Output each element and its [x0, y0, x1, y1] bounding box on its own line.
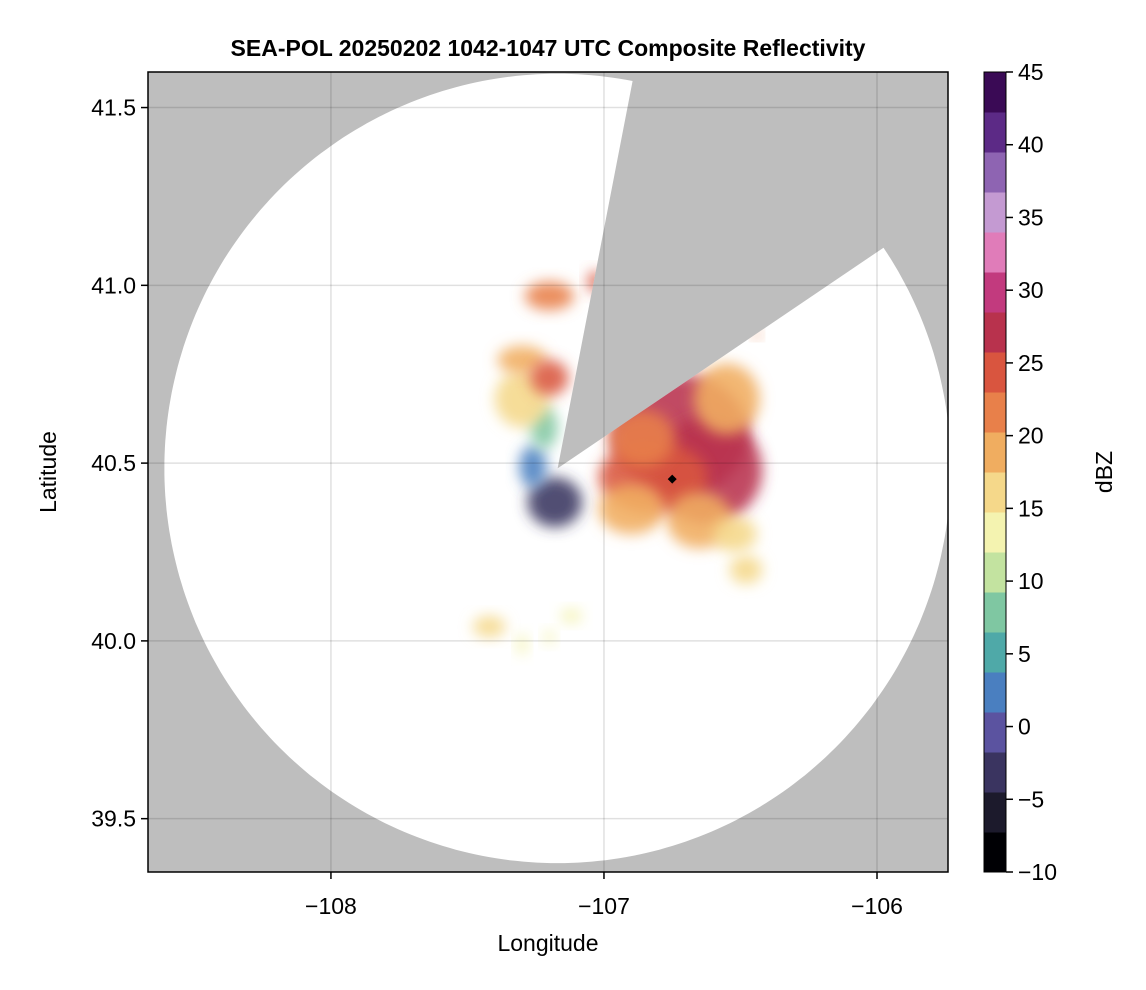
- y-tick-label-4: 41.5: [91, 95, 136, 121]
- plot-area: [148, 72, 948, 872]
- x-axis-label: Longitude: [497, 930, 598, 956]
- radar-coverage-area: [164, 73, 948, 864]
- colorbar-tick-label-1: −5: [1018, 786, 1044, 812]
- colorbar-swatch-12: [984, 352, 1006, 393]
- colorbar-tick-label-7: 25: [1018, 350, 1044, 376]
- echo-cell-20: [543, 630, 555, 645]
- echo-cell-15: [524, 281, 575, 311]
- colorbar-swatch-8: [984, 512, 1006, 553]
- colorbar-tick-label-0: −10: [1018, 859, 1057, 885]
- x-tick-label-1: −107: [578, 893, 630, 919]
- colorbar-swatch-15: [984, 232, 1006, 273]
- echo-cell-14: [530, 360, 569, 396]
- marker-diamond: [667, 474, 677, 484]
- colorbar-swatch-6: [984, 592, 1006, 633]
- echo-cell-9: [527, 477, 583, 528]
- chart-title: SEA-POL 20250202 1042-1047 UTC Composite…: [231, 35, 866, 61]
- colorbar-swatch-16: [984, 192, 1006, 233]
- x-axis-ticks: −108 −107 −106: [305, 872, 903, 919]
- colorbar-swatch-11: [984, 392, 1006, 433]
- colorbar-tick-label-10: 40: [1018, 132, 1044, 158]
- echo-cell-7: [713, 516, 757, 552]
- y-tick-label-2: 40.5: [91, 450, 136, 476]
- colorbar-swatch-3: [984, 712, 1006, 753]
- colorbar-swatch-0: [984, 832, 1006, 873]
- colorbar-swatch-14: [984, 272, 1006, 313]
- colorbar-frame: [983, 71, 1007, 873]
- colorbar-swatch-7: [984, 552, 1006, 593]
- y-axis-ticks: 39.5 40.0 40.5 41.0 41.5: [91, 95, 148, 832]
- colorbar-swatch-1: [984, 792, 1006, 833]
- colorbar: −10 −5 0 5 10 15 20 25 30 35 40 45 dBZ: [983, 59, 1117, 885]
- echo-cell-19: [516, 633, 528, 656]
- x-tick-label-0: −108: [305, 893, 357, 919]
- colorbar-tick-label-5: 15: [1018, 495, 1044, 521]
- colorbar-swatch-4: [984, 672, 1006, 713]
- echo-cell-17: [472, 616, 506, 638]
- echo-cell-5: [598, 484, 665, 535]
- colorbar-swatch-13: [984, 312, 1006, 353]
- colorbar-swatch-19: [984, 72, 1006, 113]
- echo-cell-8: [729, 555, 763, 584]
- y-axis-label: Latitude: [35, 431, 61, 513]
- colorbar-tick-label-8: 30: [1018, 277, 1044, 303]
- colorbar-tick-label-3: 5: [1018, 641, 1031, 667]
- colorbar-tick-label-11: 45: [1018, 59, 1044, 85]
- colorbar-swatch-5: [984, 632, 1006, 673]
- reflectivity-echoes: [472, 271, 763, 656]
- y-tick-label-3: 41.0: [91, 272, 136, 298]
- colorbar-swatch-9: [984, 472, 1006, 513]
- colorbar-swatch-18: [984, 112, 1006, 153]
- colorbar-swatches: [984, 72, 1006, 873]
- echo-cell-10: [519, 445, 547, 489]
- colorbar-swatch-17: [984, 152, 1006, 193]
- colorbar-tick-label-4: 10: [1018, 568, 1044, 594]
- colorbar-swatch-2: [984, 752, 1006, 793]
- colorbar-tick-label-9: 35: [1018, 204, 1044, 230]
- plot-frame: [147, 71, 949, 873]
- colorbar-swatch-10: [984, 432, 1006, 473]
- echo-cell-3: [609, 409, 675, 467]
- echo-cell-18: [560, 608, 583, 624]
- colorbar-label: dBZ: [1091, 451, 1117, 493]
- grid-lines: [148, 72, 948, 872]
- colorbar-ticks: −10 −5 0 5 10 15 20 25 30 35 40 45: [1006, 59, 1057, 885]
- x-tick-label-2: −106: [851, 893, 903, 919]
- y-tick-label-1: 40.0: [91, 628, 136, 654]
- y-tick-label-0: 39.5: [91, 806, 136, 832]
- echo-cell-4: [694, 363, 760, 435]
- colorbar-tick-label-2: 0: [1018, 714, 1031, 740]
- colorbar-tick-label-6: 20: [1018, 423, 1044, 449]
